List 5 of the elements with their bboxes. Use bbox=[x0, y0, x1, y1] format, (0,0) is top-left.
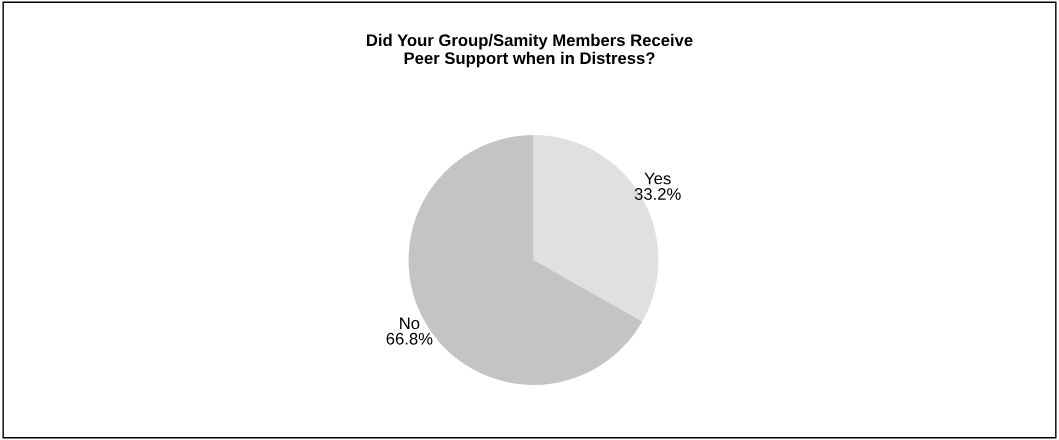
data-label: 33.2% bbox=[634, 188, 681, 200]
data-label: 66.8% bbox=[386, 332, 433, 345]
slice-label: Yes bbox=[644, 172, 671, 185]
chart-title: Did Your Group/Samity Members Receive Peer Support when in Distress? bbox=[366, 33, 693, 68]
slice-label: No bbox=[400, 317, 420, 330]
